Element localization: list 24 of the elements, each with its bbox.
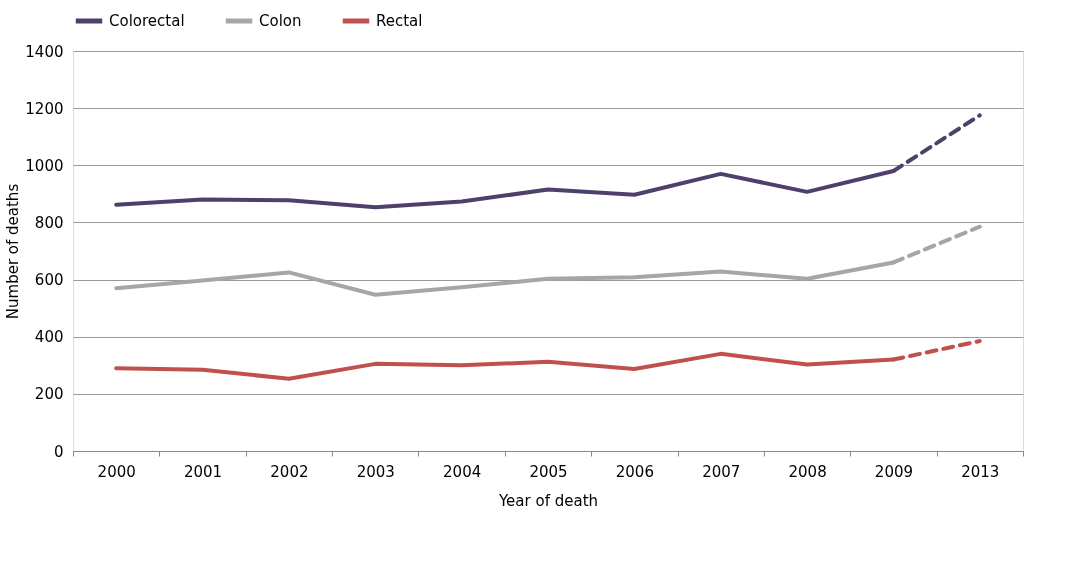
x-tick-label: 2013 (961, 462, 1000, 481)
x-tick-label: 2004 (443, 462, 482, 481)
x-tick-label: 2008 (788, 462, 827, 481)
y-axis-title: Number of deaths (4, 183, 23, 320)
y-tick-label: 1400 (25, 42, 64, 61)
legend-label: Colon (259, 12, 302, 30)
y-tick-label: 0 (53, 442, 64, 461)
y-tick-label: 200 (34, 385, 64, 404)
y-tick-label: 400 (34, 328, 64, 347)
legend-label: Rectal (376, 12, 423, 30)
x-tick-label: 2005 (529, 462, 568, 481)
x-tick-label: 2006 (615, 462, 654, 481)
x-tick-label: 2001 (183, 462, 223, 481)
x-tick-label: 2003 (356, 462, 395, 481)
y-tick-label: 600 (34, 271, 64, 290)
y-tick-label: 1000 (25, 156, 64, 175)
x-axis-title: Year of death (497, 491, 599, 510)
y-tick-label: 1200 (25, 99, 64, 118)
legend-label: Colorectal (109, 12, 185, 30)
x-tick-label: 2002 (270, 462, 309, 481)
y-tick-label: 800 (34, 213, 64, 232)
x-tick-label: 2000 (97, 462, 136, 481)
x-tick-label: 2007 (702, 462, 741, 481)
x-tick-label: 2009 (874, 462, 914, 481)
